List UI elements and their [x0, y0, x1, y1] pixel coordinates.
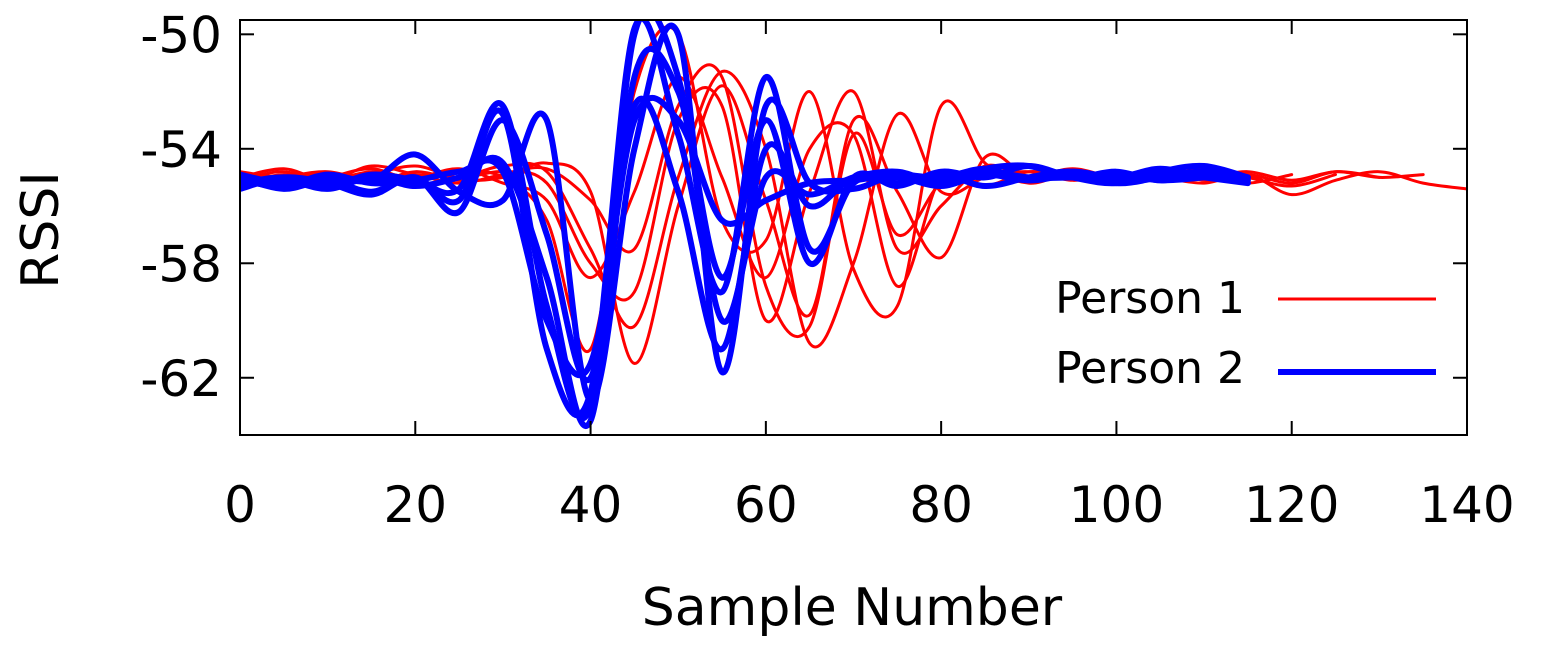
- x-tick-label: 40: [559, 476, 623, 534]
- x-tick-label: 100: [1069, 476, 1164, 534]
- x-axis-title: Sample Number: [642, 578, 1063, 638]
- person-1-series-line-1: [240, 69, 1467, 349]
- person-1-series-line-0: [240, 63, 1425, 339]
- legend-label-person-1: Person 1: [1055, 273, 1245, 324]
- x-tick-label: 120: [1244, 476, 1339, 534]
- y-tick-label: -58: [140, 235, 222, 293]
- x-tick-label: 60: [734, 476, 798, 534]
- y-axis-title: RSSI: [11, 171, 71, 288]
- tick-layer: 0 20 40 60 80 100 120 140 -50 -54 -58 -62: [140, 6, 1514, 534]
- x-tick-label: 0: [224, 476, 256, 534]
- y-tick-label: -62: [140, 350, 222, 408]
- series-layer: [240, 20, 1467, 429]
- y-tick-label: -54: [140, 121, 222, 179]
- y-tick-label: -50: [140, 6, 222, 64]
- person-2-series-line-10: [240, 95, 1251, 384]
- legend-label-person-2: Person 2: [1055, 343, 1245, 394]
- x-tick-label: 80: [909, 476, 973, 534]
- x-tick-label: 20: [383, 476, 447, 534]
- plot-frame: [239, 19, 1468, 436]
- x-tick-label: 140: [1419, 476, 1514, 534]
- legend: Person 1 Person 2: [1055, 273, 1436, 394]
- person-2-series-line-11: [240, 94, 1251, 379]
